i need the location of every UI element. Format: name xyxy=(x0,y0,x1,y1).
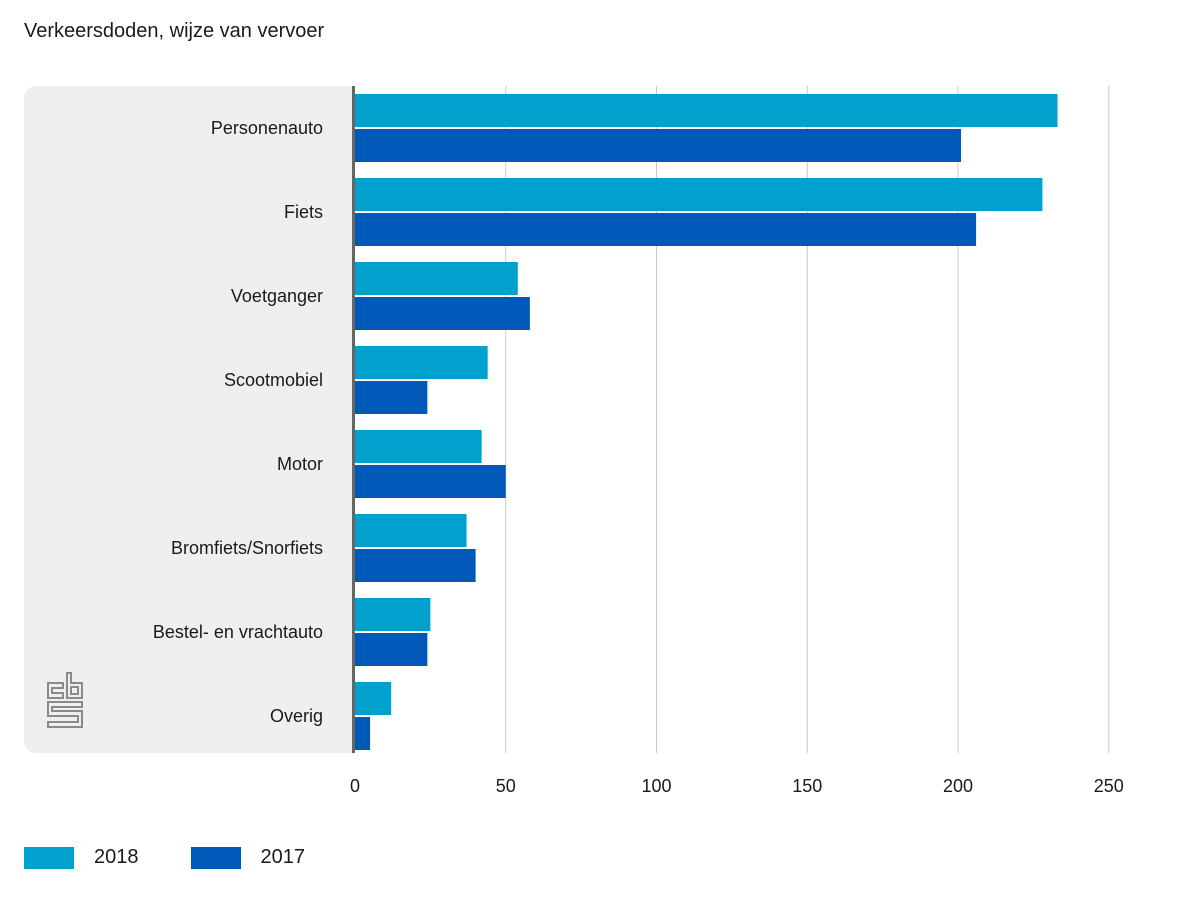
category-label: Fiets xyxy=(284,202,323,222)
bar-2017 xyxy=(355,717,371,750)
bar-2017 xyxy=(355,633,428,666)
x-tick-label: 250 xyxy=(1094,776,1124,796)
bar-2018 xyxy=(355,682,392,715)
bar-2017 xyxy=(355,297,530,330)
x-tick-label: 150 xyxy=(792,776,822,796)
bar-2017 xyxy=(355,465,506,498)
legend-item-2018[interactable]: 2018 xyxy=(24,846,139,869)
bar-2017 xyxy=(355,213,977,246)
legend-label-2017: 2017 xyxy=(260,846,306,868)
category-label: Voetganger xyxy=(231,286,323,306)
category-label: Bestel- en vrachtauto xyxy=(153,622,323,642)
x-tick-label: 0 xyxy=(350,776,360,796)
bar-2017 xyxy=(355,549,476,582)
bar-2018 xyxy=(355,346,488,379)
category-label: Scootmobiel xyxy=(224,370,323,390)
category-label: Motor xyxy=(277,454,323,474)
bar-2018 xyxy=(355,94,1058,127)
bar-2018 xyxy=(355,262,518,295)
category-panel xyxy=(24,86,354,753)
category-label: Personenauto xyxy=(211,118,323,138)
bar-2018 xyxy=(355,178,1043,211)
x-tick-label: 200 xyxy=(943,776,973,796)
legend: 2018 2017 xyxy=(24,846,357,869)
chart-title: Verkeersdoden, wijze van vervoer xyxy=(24,20,325,42)
legend-item-2017[interactable]: 2017 xyxy=(190,846,306,869)
bar-2018 xyxy=(355,598,431,631)
bar-2017 xyxy=(355,129,962,162)
x-tick-label: 100 xyxy=(641,776,671,796)
cbs-logo-icon xyxy=(47,672,83,728)
category-label: Bromfiets/Snorfiets xyxy=(171,538,323,558)
bar-chart: 0 50 100 150 200 250 Personenauto Fiets Voetgang… xyxy=(153,86,1124,796)
bar-2018 xyxy=(355,514,467,547)
category-label: Overig xyxy=(270,706,323,726)
legend-label-2018: 2018 xyxy=(94,846,139,868)
x-tick-label: 50 xyxy=(496,776,516,796)
legend-swatch-2017 xyxy=(190,846,241,869)
bar-2018 xyxy=(355,430,482,463)
legend-swatch-2018 xyxy=(24,846,74,869)
bar-2017 xyxy=(355,381,428,414)
